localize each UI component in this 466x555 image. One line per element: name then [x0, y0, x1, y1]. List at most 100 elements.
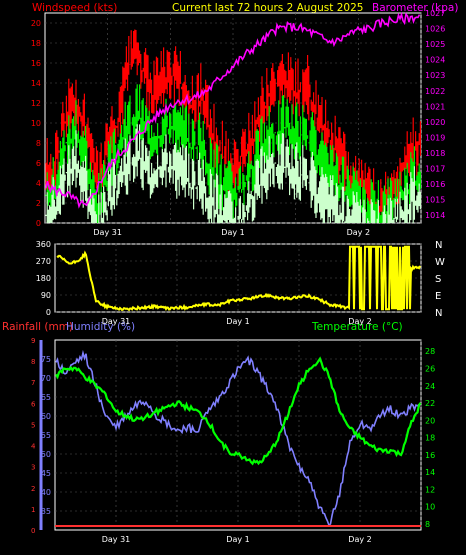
x-tick-label: Day 31 — [93, 228, 122, 237]
right-tick-label: 1015 — [425, 196, 445, 205]
header-labels: Windspeed (kts) Current last 72 hours 2 … — [2, 2, 458, 333]
right-tick-label: 8 — [425, 520, 430, 529]
right-tick-label: 26 — [425, 365, 435, 374]
left-tick-label: 360 — [36, 240, 51, 249]
windspeed-axis-title: Windspeed (kts) — [32, 2, 117, 14]
x-tick-labels: Day 31 Day 1 Day 2 — [93, 228, 370, 237]
series-average — [45, 84, 421, 223]
left-tick-label: 20 — [31, 19, 41, 28]
left-tick-labels: 35 40 45 50 55 60 65 70 75 — [41, 355, 51, 516]
right-tick-label: 1020 — [425, 118, 445, 127]
compass-label: N — [435, 308, 442, 319]
series-humidity — [55, 349, 421, 527]
left-tick-label: 12 — [31, 99, 41, 108]
rainfall-tick-label: 9 — [31, 337, 35, 345]
series-temperature — [55, 356, 422, 466]
compass-label: S — [435, 274, 441, 285]
right-tick-label: 1027 — [425, 9, 445, 18]
x-tick-labels: Day 31 Day 1 Day 2 — [102, 317, 372, 326]
barometer-axis-title: Barometer (kpa) — [372, 2, 458, 14]
right-tick-label: 14 — [425, 468, 435, 477]
series-barometer — [45, 11, 421, 209]
right-tick-label: 18 — [425, 434, 435, 443]
rainfall-tick-label: 5 — [31, 421, 35, 429]
left-tick-label: 50 — [41, 450, 51, 459]
left-tick-label: 4 — [36, 179, 41, 188]
barometer-trace — [45, 11, 421, 209]
left-tick-label: 0 — [46, 308, 51, 317]
left-tick-label: 40 — [41, 488, 51, 497]
right-tick-label: 1024 — [425, 56, 445, 65]
right-tick-label: 10 — [425, 503, 435, 512]
x-tick-label: Day 2 — [347, 228, 370, 237]
left-tick-label: 45 — [41, 469, 51, 478]
x-tick-label: Day 31 — [102, 535, 131, 544]
rainfall-tick-label: 8 — [31, 358, 35, 366]
left-tick-label: 14 — [31, 79, 41, 88]
temperature-trace — [55, 356, 422, 466]
left-tick-label: 75 — [41, 355, 51, 364]
left-tick-label: 60 — [41, 412, 51, 421]
rainfall-tick-label: 3 — [31, 464, 35, 472]
right-tick-label: 12 — [425, 485, 435, 494]
humidity-axis-title: Humidity (%) — [66, 321, 135, 333]
direction-trace — [56, 245, 421, 312]
right-tick-label: 1021 — [425, 102, 445, 111]
series-minimum — [45, 124, 421, 223]
panel-rain_humidity_temperature: 3540455055606570758101214161820222426280… — [31, 337, 435, 544]
x-tick-label: Day 31 — [102, 317, 131, 326]
compass-label: E — [435, 291, 441, 302]
left-tick-label: 6 — [36, 159, 41, 168]
left-tick-labels: 0 90 180 270 360 — [36, 240, 51, 317]
right-tick-label: 28 — [425, 347, 435, 356]
rainfall-tick-label: 2 — [31, 485, 35, 493]
left-tick-label: 90 — [41, 291, 51, 300]
rainfall-tick-label: 1 — [31, 506, 35, 514]
average-trace — [45, 84, 421, 223]
temperature-axis-title: Temperature (°C) — [311, 321, 403, 333]
right-tick-labels: 1014 1015 1016 1017 1018 1019 1020 1021 1022 1023… — [425, 9, 445, 220]
right-tick-label: 1016 — [425, 180, 445, 189]
left-tick-label: 65 — [41, 393, 51, 402]
rainfall-tick-label: 0 — [31, 527, 35, 535]
right-tick-label: 1017 — [425, 165, 445, 174]
compass-label: N — [435, 240, 442, 251]
right-tick-label: 1023 — [425, 71, 445, 80]
left-tick-label: 270 — [36, 257, 51, 266]
rainfall-tick-label: 6 — [31, 400, 36, 408]
rainfall-axis-title: Rainfall (mm) — [2, 321, 73, 333]
right-tick-label: 24 — [425, 382, 435, 391]
x-tick-label: Day 1 — [221, 228, 244, 237]
right-tick-label: 1026 — [425, 25, 445, 34]
rainfall-axis: 0 1 2 3 4 5 6 7 8 9 — [31, 337, 43, 535]
x-tick-label: Day 2 — [348, 535, 371, 544]
chart-title: Current last 72 hours 2 August 2025 — [172, 2, 363, 14]
left-tick-label: 180 — [36, 274, 51, 283]
x-tick-label: Day 2 — [348, 317, 371, 326]
left-tick-label: 8 — [36, 139, 41, 148]
right-tick-label: 1014 — [425, 211, 445, 220]
x-tick-label: Day 1 — [226, 535, 249, 544]
left-tick-label: 16 — [31, 59, 41, 68]
x-tick-labels: Day 31 Day 1 Day 2 — [102, 535, 372, 544]
left-tick-label: 70 — [41, 374, 51, 383]
left-tick-label: 10 — [31, 119, 41, 128]
left-tick-label: 0 — [36, 219, 41, 228]
left-tick-label: 35 — [41, 507, 51, 516]
series-direction — [56, 245, 421, 312]
right-tick-label: 1019 — [425, 133, 445, 142]
left-tick-label: 18 — [31, 39, 41, 48]
minimum-trace — [45, 124, 421, 223]
right-tick-label: 20 — [425, 416, 435, 425]
right-tick-label: 1018 — [425, 149, 445, 158]
compass-label: W — [435, 257, 445, 268]
panel-wind_barometer: 0246810121416182010141015101610171018101… — [31, 9, 446, 237]
rainfall-tick-label: 7 — [31, 379, 35, 387]
right-tick-label: 16 — [425, 451, 435, 460]
right-tick-labels: 8 10 12 14 16 18 20 22 24 26 28 — [425, 347, 435, 529]
left-tick-label: 55 — [41, 431, 51, 440]
right-tick-label: 22 — [425, 399, 435, 408]
